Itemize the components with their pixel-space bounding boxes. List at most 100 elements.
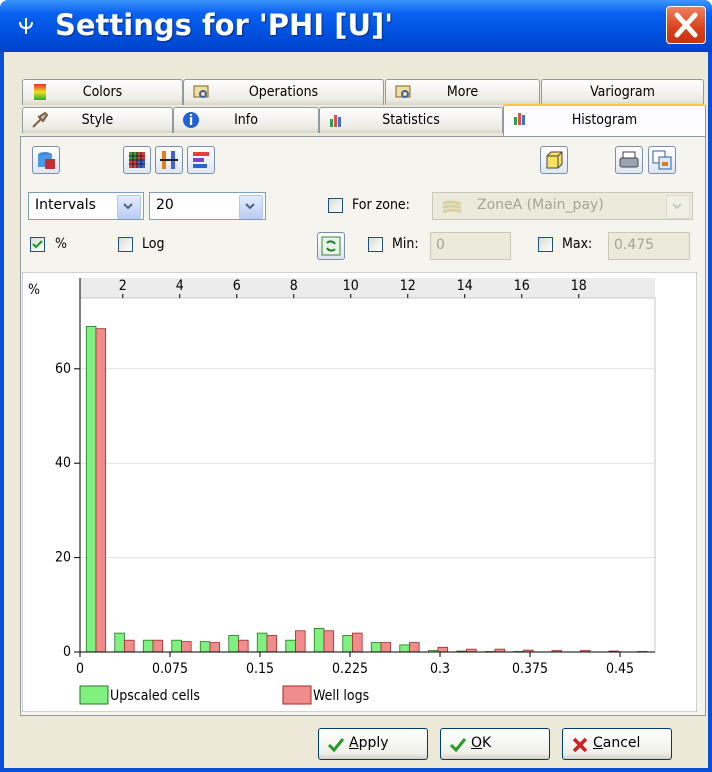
histogram-bar [238, 639, 249, 653]
zone-combo: ZoneA (Main_pay) [432, 192, 693, 220]
x2-tick-label: 16 [514, 278, 530, 294]
tab[interactable]: More [385, 79, 540, 105]
histogram-bar [342, 635, 353, 653]
toolbar-button[interactable] [32, 146, 60, 174]
histogram-bar [399, 644, 410, 653]
checkbox-label: Log [142, 236, 165, 252]
min-input: 0 [430, 232, 511, 260]
tab[interactable]: Statistics [319, 107, 503, 133]
print-button[interactable] [615, 146, 643, 174]
histogram-bar [114, 632, 125, 653]
y-tick-label: 60 [55, 361, 71, 377]
y-axis-label: % [28, 282, 40, 298]
tab-label: Variogram [590, 84, 655, 100]
x2-tick-label: 2 [119, 278, 127, 294]
tab[interactable]: Variogram [541, 79, 704, 105]
tab-label: Style [81, 112, 114, 128]
checkbox[interactable] [328, 198, 343, 213]
legend-swatch [282, 685, 312, 705]
x-tick-label: 0.45 [606, 661, 634, 677]
toolbar-button[interactable] [155, 146, 183, 174]
histogram-bar [295, 630, 306, 653]
refresh-button[interactable] [317, 232, 345, 260]
x-tick-label: 0.3 [430, 661, 450, 677]
checkbox-label: For zone: [352, 197, 410, 213]
dialog-button[interactable]: OK [440, 728, 550, 760]
checkbox[interactable] [368, 237, 383, 252]
histogram-bar [85, 325, 97, 653]
copy-button[interactable] [648, 146, 676, 174]
x-tick-label: 0 [76, 661, 84, 677]
y-tick-label: 40 [55, 455, 71, 471]
tab[interactable]: i Info [173, 107, 319, 133]
tab-icon [193, 85, 209, 98]
checkbox-label: Max: [562, 236, 593, 252]
histogram-chart: 0 20 40 60 0 0.075 0.15 0.225 0.3 0.375 0.45 2 4 6 8 10… [22, 272, 697, 712]
tab[interactable]: Colors [22, 79, 183, 105]
histogram-bar [370, 642, 382, 653]
dialog-button[interactable]: Apply [318, 728, 428, 760]
input-text: 0.475 [614, 237, 655, 253]
tab[interactable]: Style [22, 107, 173, 133]
x2-tick-label: 4 [176, 278, 184, 294]
combo-text: Intervals [35, 197, 96, 213]
histogram-bar [285, 639, 296, 653]
input-text: 0 [436, 237, 445, 253]
legend-label: Well logs [313, 688, 369, 704]
tab-icon [34, 84, 46, 100]
toolbar-button[interactable] [123, 146, 151, 174]
histogram-bar [142, 639, 154, 653]
tab[interactable]: Histogram [503, 104, 706, 136]
y-tick-label: 0 [63, 644, 71, 660]
checkbox[interactable] [118, 237, 133, 252]
histogram-bar [256, 632, 268, 653]
button-label: OK [471, 735, 492, 751]
histogram-bar [313, 627, 325, 653]
histogram-bar [228, 635, 239, 653]
x2-tick-label: 10 [343, 278, 359, 294]
checkbox[interactable] [538, 237, 553, 252]
button-icon [327, 738, 345, 753]
button-icon [449, 738, 467, 753]
x2-tick-label: 14 [457, 278, 473, 294]
title-bar: Settings for 'PHI [U]' [0, 0, 712, 52]
histogram-bar [95, 328, 107, 653]
svg-text:i: i [189, 113, 193, 129]
button-icon [572, 737, 588, 753]
x-tick-label: 0.225 [332, 661, 368, 677]
combo-text: ZoneA (Main_pay) [477, 197, 604, 213]
tab[interactable]: Operations [183, 79, 384, 105]
dialog-button[interactable]: Cancel [562, 728, 672, 760]
button-label: Cancel [593, 735, 641, 751]
top-axis-band [80, 278, 655, 298]
tab-label: Operations [248, 84, 319, 100]
tab-label: Histogram [571, 112, 638, 128]
histogram-bar [199, 641, 211, 653]
max-input: 0.475 [608, 232, 690, 260]
window-title: Settings for 'PHI [U]' [55, 8, 394, 42]
histogram-bar [437, 646, 449, 653]
tab-label: Info [234, 112, 258, 128]
histogram-bar [323, 630, 335, 653]
histogram-bar [380, 642, 392, 653]
histogram-bar [266, 635, 278, 653]
x-tick-label: 0.15 [246, 661, 274, 677]
tab-icon [395, 85, 411, 98]
histogram-bar [171, 639, 182, 653]
close-button[interactable] [666, 6, 706, 44]
tab-icon [32, 111, 49, 128]
checkbox[interactable] [30, 237, 45, 252]
x2-tick-label: 18 [571, 278, 587, 294]
histogram-bar [124, 639, 135, 653]
x-tick-label: 0.075 [152, 661, 188, 677]
interval-count-combo[interactable]: 20 [149, 192, 266, 220]
histogram-bar [209, 642, 221, 653]
x2-tick-label: 12 [400, 278, 416, 294]
toolbar-button[interactable] [540, 146, 568, 174]
app-icon [19, 18, 33, 34]
x-tick-label: 0.375 [512, 661, 548, 677]
interval-mode-combo[interactable]: Intervals [28, 192, 144, 220]
toolbar-button[interactable] [187, 146, 215, 174]
button-label: Apply [349, 735, 389, 751]
